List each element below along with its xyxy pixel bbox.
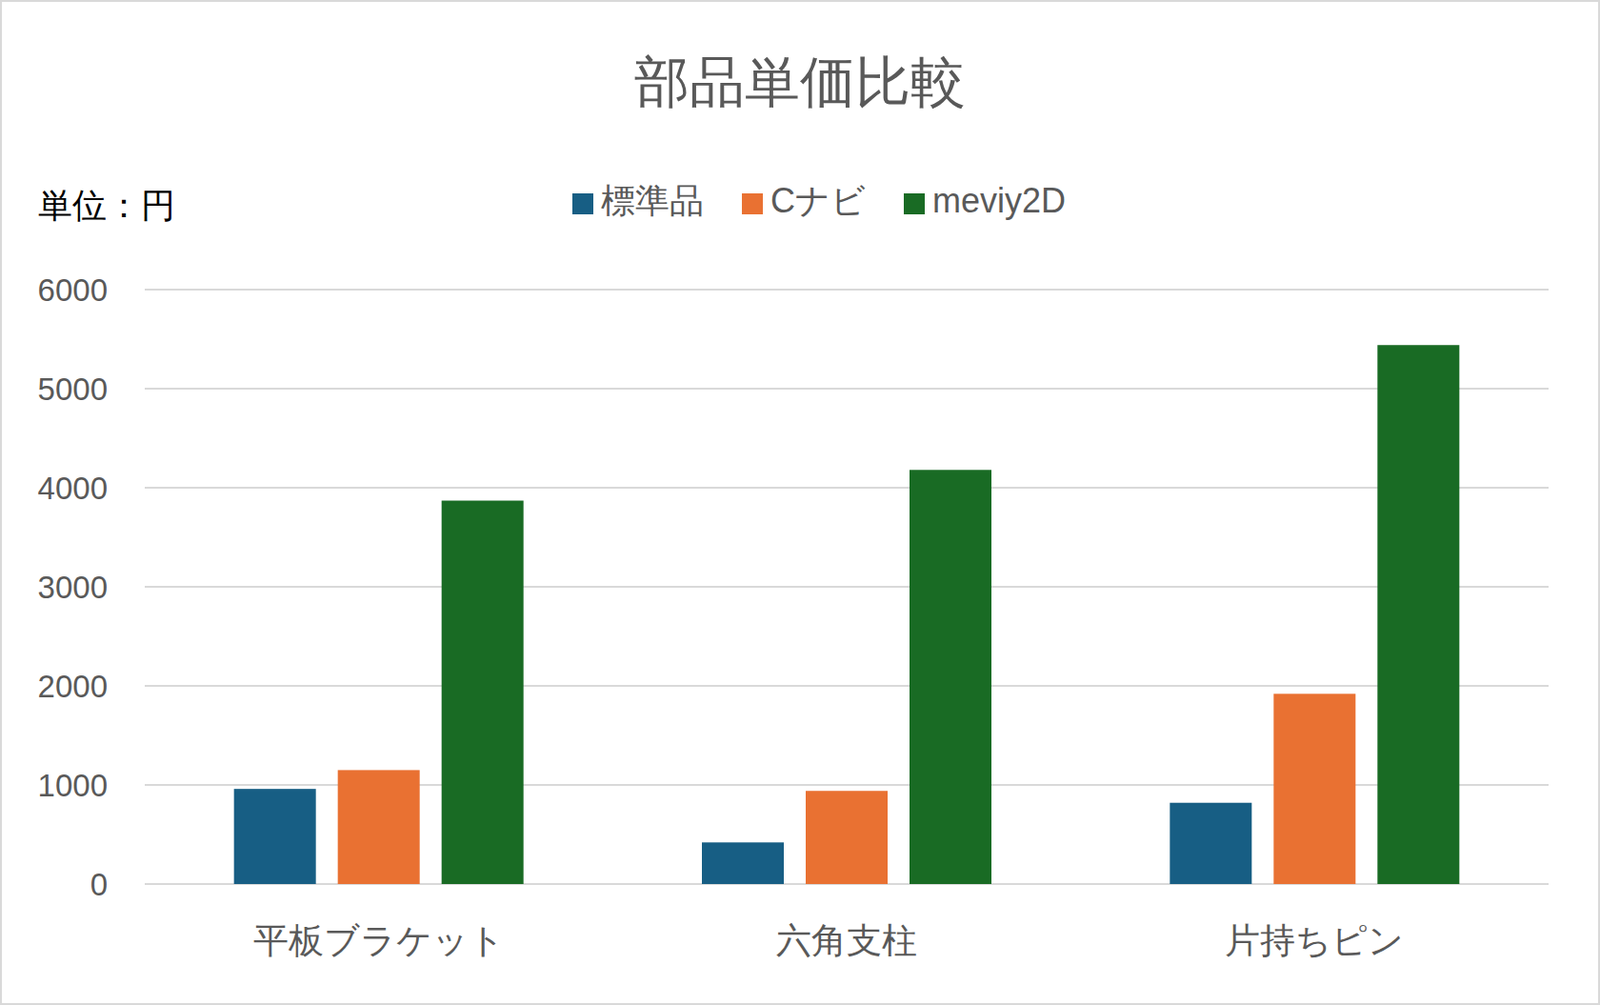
- bar: [1169, 802, 1252, 884]
- bar: [338, 769, 420, 884]
- y-tick-label: 1000: [38, 767, 108, 803]
- bar: [234, 788, 317, 884]
- legend-label: Cナビ: [770, 180, 866, 220]
- y-tick-label: 4000: [38, 470, 108, 506]
- grid-line: [144, 684, 1549, 687]
- legend-label: meviy2D: [932, 180, 1066, 220]
- bar: [805, 790, 888, 884]
- frame: [0, 0, 1600, 1004]
- x-tick-label: 平板ブラケット: [253, 920, 505, 960]
- x-tick-label: 六角支柱: [776, 920, 918, 960]
- legend-swatch: [572, 193, 594, 215]
- legend-swatch: [903, 193, 925, 215]
- y-tick-label: 3000: [38, 569, 108, 605]
- legend-swatch: [741, 193, 763, 215]
- legend-item: meviy2D: [903, 180, 1066, 220]
- grid-line: [144, 387, 1549, 390]
- bar: [909, 469, 992, 884]
- grid-line: [144, 486, 1549, 489]
- bar: [1273, 693, 1356, 884]
- y-tick-label: 2000: [38, 668, 108, 704]
- bar: [1377, 344, 1460, 884]
- legend-item: Cナビ: [741, 180, 866, 220]
- title: 部品単価比較: [634, 50, 966, 113]
- bar: [441, 500, 524, 884]
- chart: 部品単価比較単位：円 0 1000 2000 3000 4000 5000 6000 平板ブラケ…: [0, 0, 1600, 1005]
- bars: [234, 344, 1460, 884]
- x-tick-label: 片持ちピン: [1224, 920, 1404, 960]
- grid-line: [144, 585, 1549, 588]
- bar: [701, 841, 784, 884]
- legend-label: 標準品: [600, 180, 704, 220]
- legend-item: 標準品: [572, 180, 704, 220]
- legend: 標準品 Cナビ meviy2D: [572, 180, 1066, 220]
- y-tick-label: 5000: [38, 371, 108, 407]
- y-tick-label: 6000: [38, 272, 108, 308]
- grid-line: [144, 288, 1549, 291]
- unit-label: 単位：円: [38, 185, 176, 225]
- y-tick-label: 0: [90, 866, 108, 902]
